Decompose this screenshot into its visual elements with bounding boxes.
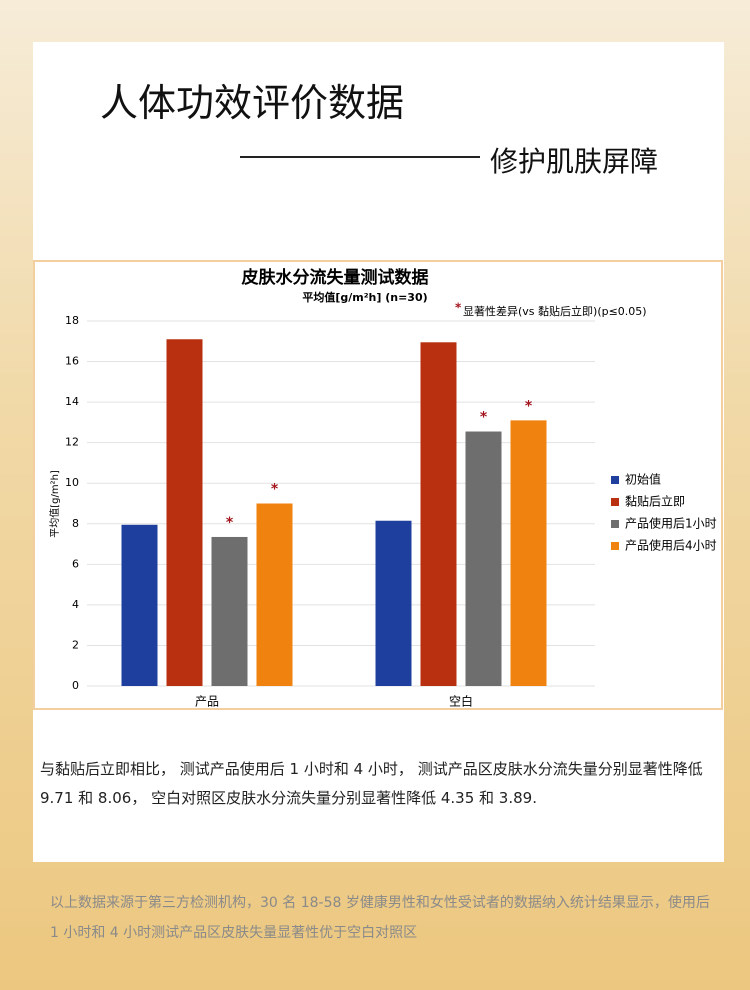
legend-swatch <box>611 498 619 506</box>
y-tick-label: 4 <box>72 598 79 611</box>
bar <box>420 342 457 686</box>
legend-label: 产品使用后4小时 <box>625 538 717 553</box>
significance-label: 显著性差异(vs 黏贴后立即)(p≤0.05) <box>463 304 647 318</box>
y-tick-label: 16 <box>65 355 79 368</box>
y-tick-label: 18 <box>65 314 79 327</box>
page-subtitle: 修护肌肤屏障 <box>490 145 659 178</box>
significance-marker: * <box>525 398 533 414</box>
significance-marker: * <box>480 410 488 426</box>
legend-label: 黏贴后立即 <box>625 494 685 509</box>
y-tick-label: 2 <box>72 638 79 651</box>
significance-marker: * <box>271 482 279 498</box>
legend-label: 初始值 <box>625 472 661 487</box>
legend-swatch <box>611 476 619 484</box>
legend-swatch <box>611 542 619 550</box>
chart: 皮肤水分流失量测试数据 平均值[g/m²h] (n=30) 平均值[g/m²h]… <box>33 260 723 710</box>
y-label: 平均值[g/m²h] <box>48 470 61 538</box>
chart-title: 皮肤水分流失量测试数据 <box>242 267 429 288</box>
significance-marker: * <box>226 515 234 531</box>
bar <box>510 420 547 686</box>
legend-swatch <box>611 520 619 528</box>
y-tick-label: 6 <box>72 557 79 570</box>
x-tick-label: 空白 <box>449 694 473 709</box>
bar <box>256 503 293 686</box>
y-tick-label: 8 <box>72 517 79 530</box>
chart-subtitle: 平均值[g/m²h] (n=30) <box>302 290 427 304</box>
bar <box>211 536 248 686</box>
y-tick-label: 14 <box>65 395 79 408</box>
legend-label: 产品使用后1小时 <box>625 516 717 531</box>
bar <box>121 524 158 686</box>
y-tick-label: 12 <box>65 436 79 449</box>
description: 与黏贴后立即相比， 测试产品使用后 1 小时和 4 小时， 测试产品区皮肤水分流… <box>40 760 703 807</box>
y-tick-label: 0 <box>72 679 79 692</box>
significance-marker: * <box>455 301 462 315</box>
bar <box>465 431 502 686</box>
page-title: 人体功效评价数据 <box>100 81 405 125</box>
rule <box>240 156 480 158</box>
bar <box>166 339 203 686</box>
y-tick-label: 10 <box>65 476 79 489</box>
x-tick-label: 产品 <box>195 695 219 709</box>
footnote: 以上数据来源于第三方检测机构，30 名 18-58 岁健康男性和女性受试者的数据… <box>50 895 710 941</box>
bar <box>375 520 412 686</box>
